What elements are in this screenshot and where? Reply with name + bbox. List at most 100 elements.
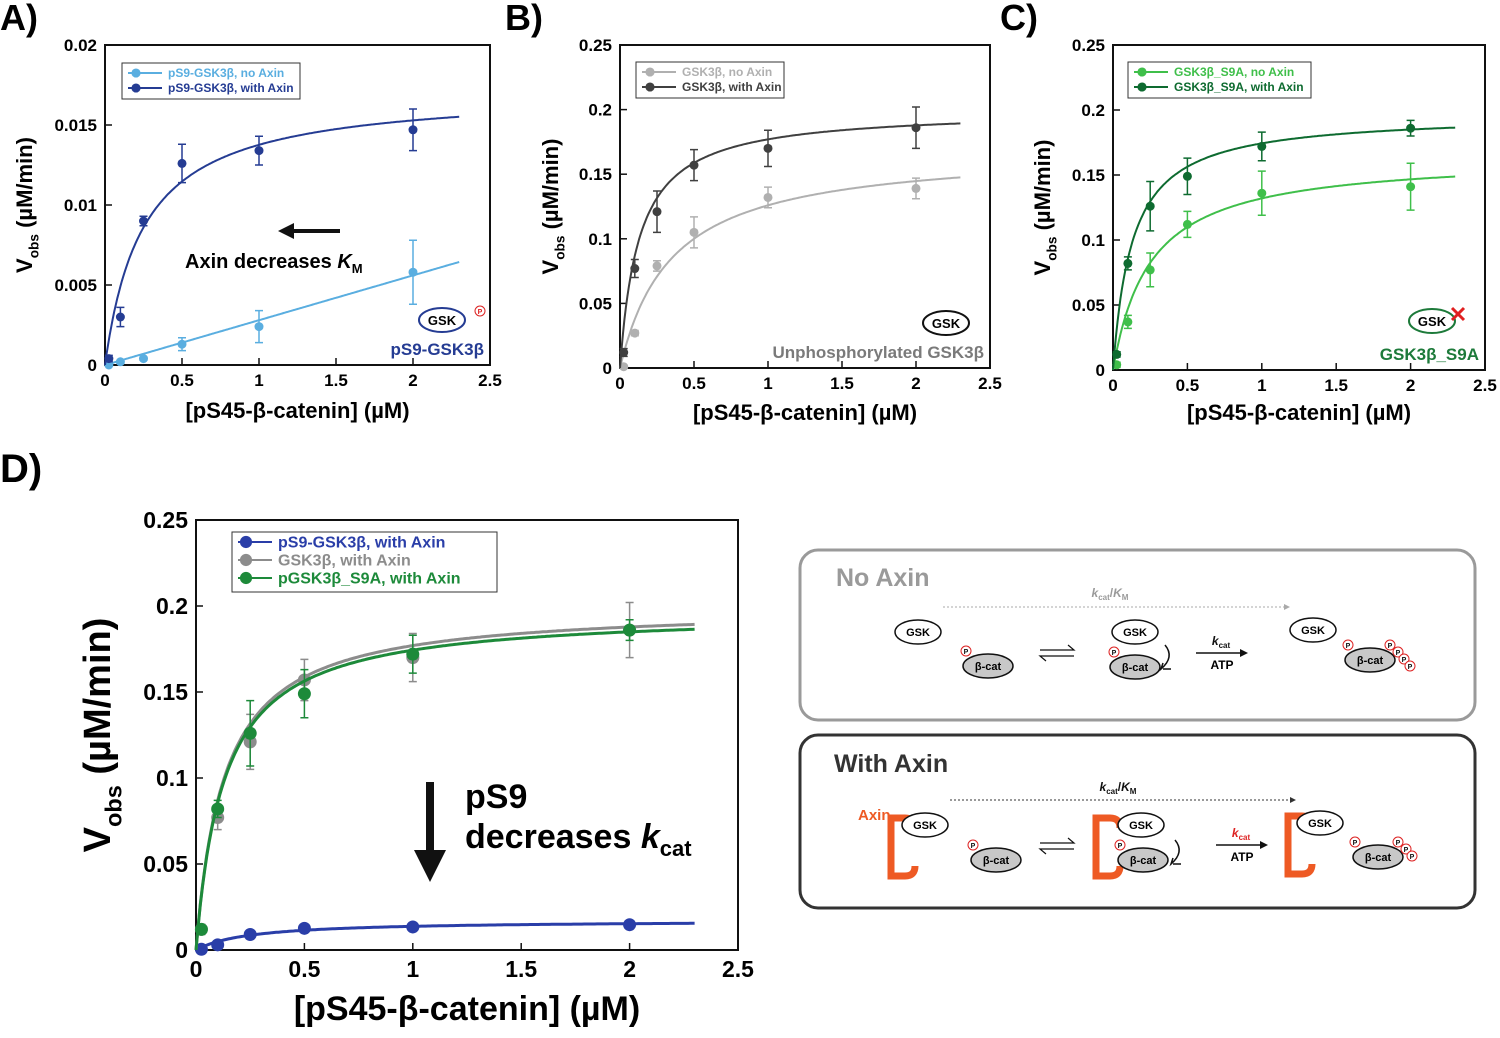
data-point (1257, 188, 1267, 198)
phospho (1404, 660, 1416, 672)
gsk-node (1296, 810, 1344, 836)
data-point (139, 216, 148, 226)
y-tick-label: 0.05 (579, 294, 612, 313)
gsk-node (1289, 617, 1337, 643)
phospho (960, 645, 972, 657)
data-point (254, 146, 264, 156)
data-point (1145, 201, 1155, 211)
data-point (630, 328, 640, 338)
rate-label-part: k (1092, 586, 1100, 600)
rate-label: kcat/KM (1092, 586, 1129, 602)
data-point (1406, 123, 1416, 133)
fit-curve (619, 122, 961, 369)
fit-curve (194, 627, 695, 951)
data-point (115, 312, 125, 322)
plot-frame (195, 519, 739, 951)
data-point (763, 192, 773, 202)
reaction-arrowhead (1240, 649, 1248, 657)
rate-label-part: M (1122, 593, 1129, 602)
bcat-node (1344, 647, 1396, 673)
data-point (911, 183, 921, 193)
dotted-arrowhead (1290, 797, 1296, 803)
fit-curve (195, 921, 695, 952)
x-axis-label: [pS45-β-catenin] (µM) (185, 398, 409, 423)
fit-curve (1112, 126, 1456, 371)
data-point (211, 938, 225, 952)
x-tick-label: 0.5 (170, 371, 194, 390)
phospho-label: P (1396, 840, 1401, 847)
rate-label: kcat (1212, 634, 1231, 650)
x-tick-label: 0.5 (682, 374, 706, 393)
atp-label: ATP (1230, 850, 1253, 864)
x-tick-label: 2 (911, 374, 920, 393)
x-tick-label: 2 (623, 956, 636, 982)
panel-label: D) (0, 447, 42, 491)
panel-label: A) (0, 0, 38, 38)
annotation: pS9 (465, 778, 527, 816)
y-tick-label: 0.2 (156, 593, 188, 619)
y-tick-label: 0.15 (143, 679, 188, 705)
annotation: decreases kcat (465, 818, 692, 861)
inset-label: pS9-GSK3β (390, 340, 484, 359)
y-axis-label-part: V (12, 258, 37, 273)
annotation-part: decreases (465, 818, 641, 856)
phospho-label: P (1404, 847, 1409, 854)
bcat-label: β-cat (1357, 655, 1384, 667)
bcat-label: β-cat (1130, 855, 1157, 867)
gsk-label: GSK (1123, 627, 1147, 639)
gsk-icon (1408, 308, 1456, 334)
phospho (1114, 839, 1126, 851)
y-tick-label: 0 (88, 356, 97, 375)
box-with-axin (798, 733, 1477, 910)
annotation: Axin decreases KM (185, 251, 363, 276)
bcat-node (1352, 844, 1404, 870)
legend-label: GSK3β, with Axin (682, 80, 782, 94)
rate-label-part: k (1100, 780, 1108, 794)
phospho-label: P (964, 649, 969, 656)
legend-box (635, 61, 785, 99)
curved-arrow (1159, 644, 1171, 672)
y-tick-label: 0.15 (579, 165, 612, 184)
y-tick-label: 0.2 (1081, 101, 1105, 120)
rate-label-part: cat (1239, 833, 1251, 842)
phospho-label: P (1346, 643, 1351, 650)
plot-frame (1112, 44, 1486, 371)
curved-arrow (1169, 839, 1181, 867)
annotation-part: Axin decreases (185, 251, 337, 273)
data-point (652, 261, 662, 271)
data-point (104, 354, 114, 364)
y-tick-label: 0.015 (54, 116, 97, 135)
gsk-icon (922, 310, 970, 336)
rate-label-part: k (1212, 634, 1220, 648)
data-point (408, 267, 418, 277)
gsk-node (894, 619, 942, 645)
gsk-node (901, 812, 949, 838)
phospho-label: P (971, 843, 976, 850)
y-axis-label-part: (µM/min) (1030, 140, 1055, 237)
annotation-part: K (337, 251, 353, 273)
gsk-icon-label: GSK (428, 313, 457, 328)
y-tick-label: 0.1 (1081, 231, 1105, 250)
x-axis-label: [pS45-β-catenin] (µM) (294, 990, 640, 1028)
bcat-node (962, 653, 1014, 679)
y-axis-label-part: obs (27, 234, 42, 259)
x-tick-label: 2.5 (478, 371, 502, 390)
x-tick-label: 2.5 (978, 374, 1002, 393)
data-point (406, 920, 420, 934)
rate-label-part: K (1113, 586, 1123, 600)
x-axis-label: [pS45-β-catenin] (µM) (1187, 400, 1411, 425)
phospho-label: P (1353, 840, 1358, 847)
phospho-label: P (1408, 664, 1413, 671)
phospho-badge (474, 305, 486, 317)
x-tick-label: 1 (406, 956, 419, 982)
x-tick-label: 1.5 (1324, 376, 1348, 395)
y-tick-label: 0.05 (1072, 296, 1105, 315)
equilibrium-arrows (1038, 644, 1076, 662)
x-tick-label: 0 (190, 956, 203, 982)
box-no-axin (798, 548, 1477, 722)
annotation-part: k (641, 818, 662, 856)
legend-label: GSK3β_S9A, with Axin (1174, 80, 1304, 94)
bcat-node (970, 847, 1022, 873)
y-tick-label: 0.2 (588, 101, 612, 120)
y-axis-label: Vobs (µM/min) (1030, 140, 1060, 276)
